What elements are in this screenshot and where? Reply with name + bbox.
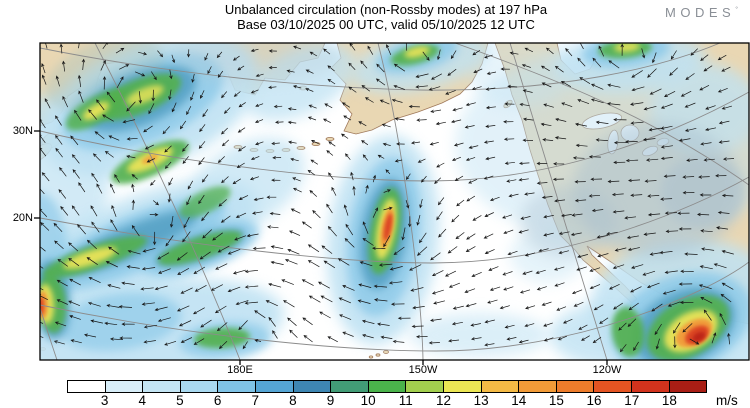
modes-logo-mark: ° [735, 6, 738, 14]
lon-tick-label: 150W [408, 364, 438, 376]
colorbar-tick-number: 12 [435, 393, 451, 408]
colorbar-cell [180, 381, 219, 392]
colorbar-cell [594, 381, 632, 392]
wind-speed-blob [520, 186, 616, 258]
colorbar-cell [368, 381, 407, 392]
colorbar-tick-number: 17 [624, 393, 640, 408]
parallel-40N [40, 43, 721, 91]
map-frame [39, 42, 750, 361]
colorbar-cell [519, 381, 557, 392]
colorbar-tick-number: 9 [326, 393, 335, 408]
colorbar-tick-number: 11 [398, 393, 413, 408]
map-canvas [34, 42, 750, 365]
colorbar-tick-number: 10 [360, 393, 376, 408]
colorbar-tick-number: 16 [586, 393, 602, 408]
meridian-150E [40, 306, 58, 360]
colorbar-cell [105, 381, 144, 392]
colorbar-tick-number: 5 [176, 393, 184, 408]
colorbar-cell [481, 381, 520, 392]
wind-speed-blob [611, 307, 645, 357]
colorbar-tick-number: 18 [661, 393, 677, 408]
wind-speed-blob [614, 43, 640, 53]
meridian-150W [377, 43, 424, 360]
modes-logo: MODES° [665, 5, 738, 20]
wind-speed-blob [82, 101, 110, 121]
wind-speed-blob [661, 156, 745, 228]
lat-tick-label: 20N [12, 212, 33, 224]
colorbar-tick-number: 13 [473, 393, 489, 408]
axis-ticks [34, 130, 608, 365]
wind-speed-blob [692, 331, 706, 343]
wind-speed-blob [58, 292, 182, 352]
colorbar-tick-number: 8 [289, 393, 297, 408]
wind-arrows-path [40, 43, 735, 353]
colorbar-cell [443, 381, 482, 392]
wind-speed-blob [179, 186, 231, 218]
island-hawaii-2 [375, 353, 381, 357]
meridian-right [454, 43, 749, 186]
island-hawaii-1 [383, 350, 389, 354]
colorbar-cell [143, 381, 181, 392]
colorbar-cell [293, 381, 332, 392]
colorbar-tick-number: 15 [548, 393, 564, 408]
meridian-180E [94, 43, 241, 360]
colorbar-cell [218, 381, 256, 392]
wind-speed-blob [404, 46, 430, 58]
colorbar-cell [68, 381, 106, 392]
wind-speed-blob [194, 327, 250, 349]
island-aleutian-1 [325, 136, 335, 141]
chart-subtitle: Base 03/10/2025 00 UTC, valid 05/10/2025… [237, 17, 535, 32]
colorbar-tick-number: 4 [138, 393, 147, 408]
wind-speed-blob [126, 85, 164, 105]
colorbar [67, 380, 707, 393]
chart-title-block: Unbalanced circulation (non-Rossby modes… [0, 2, 750, 32]
island-hawaii-3 [368, 355, 374, 359]
colorbar-cell [331, 381, 369, 392]
colorbar-cell [406, 381, 444, 392]
wind-speed-blob [468, 43, 572, 108]
lat-tick-label: 30N [12, 125, 33, 137]
colorbar-unit: m/s [716, 393, 738, 408]
colorbar-cell [556, 381, 595, 392]
parallel-30N [40, 91, 749, 182]
lon-tick-label: 120W [592, 364, 622, 376]
colorbar-tick-number: 14 [511, 393, 527, 408]
wind-speed-blob [383, 213, 393, 241]
lon-tick-label: 180E [227, 364, 253, 376]
colorbar-cell [631, 381, 670, 392]
colorbar-tick-number: 3 [100, 393, 109, 408]
wind-speed-blob [158, 230, 242, 266]
wind-speed-blob [170, 43, 340, 84]
colorbar-tick-number: 6 [213, 393, 222, 408]
colorbar-cell [669, 381, 707, 392]
chart-title: Unbalanced circulation (non-Rossby modes… [224, 2, 548, 17]
colorbar-cell [255, 381, 294, 392]
wind-arrow-field [40, 43, 735, 353]
wind-speed-blob [141, 154, 159, 164]
wind-speed-blob [410, 313, 550, 357]
colorbar-tick-number: 7 [251, 393, 259, 408]
parallel-10N [40, 261, 749, 352]
